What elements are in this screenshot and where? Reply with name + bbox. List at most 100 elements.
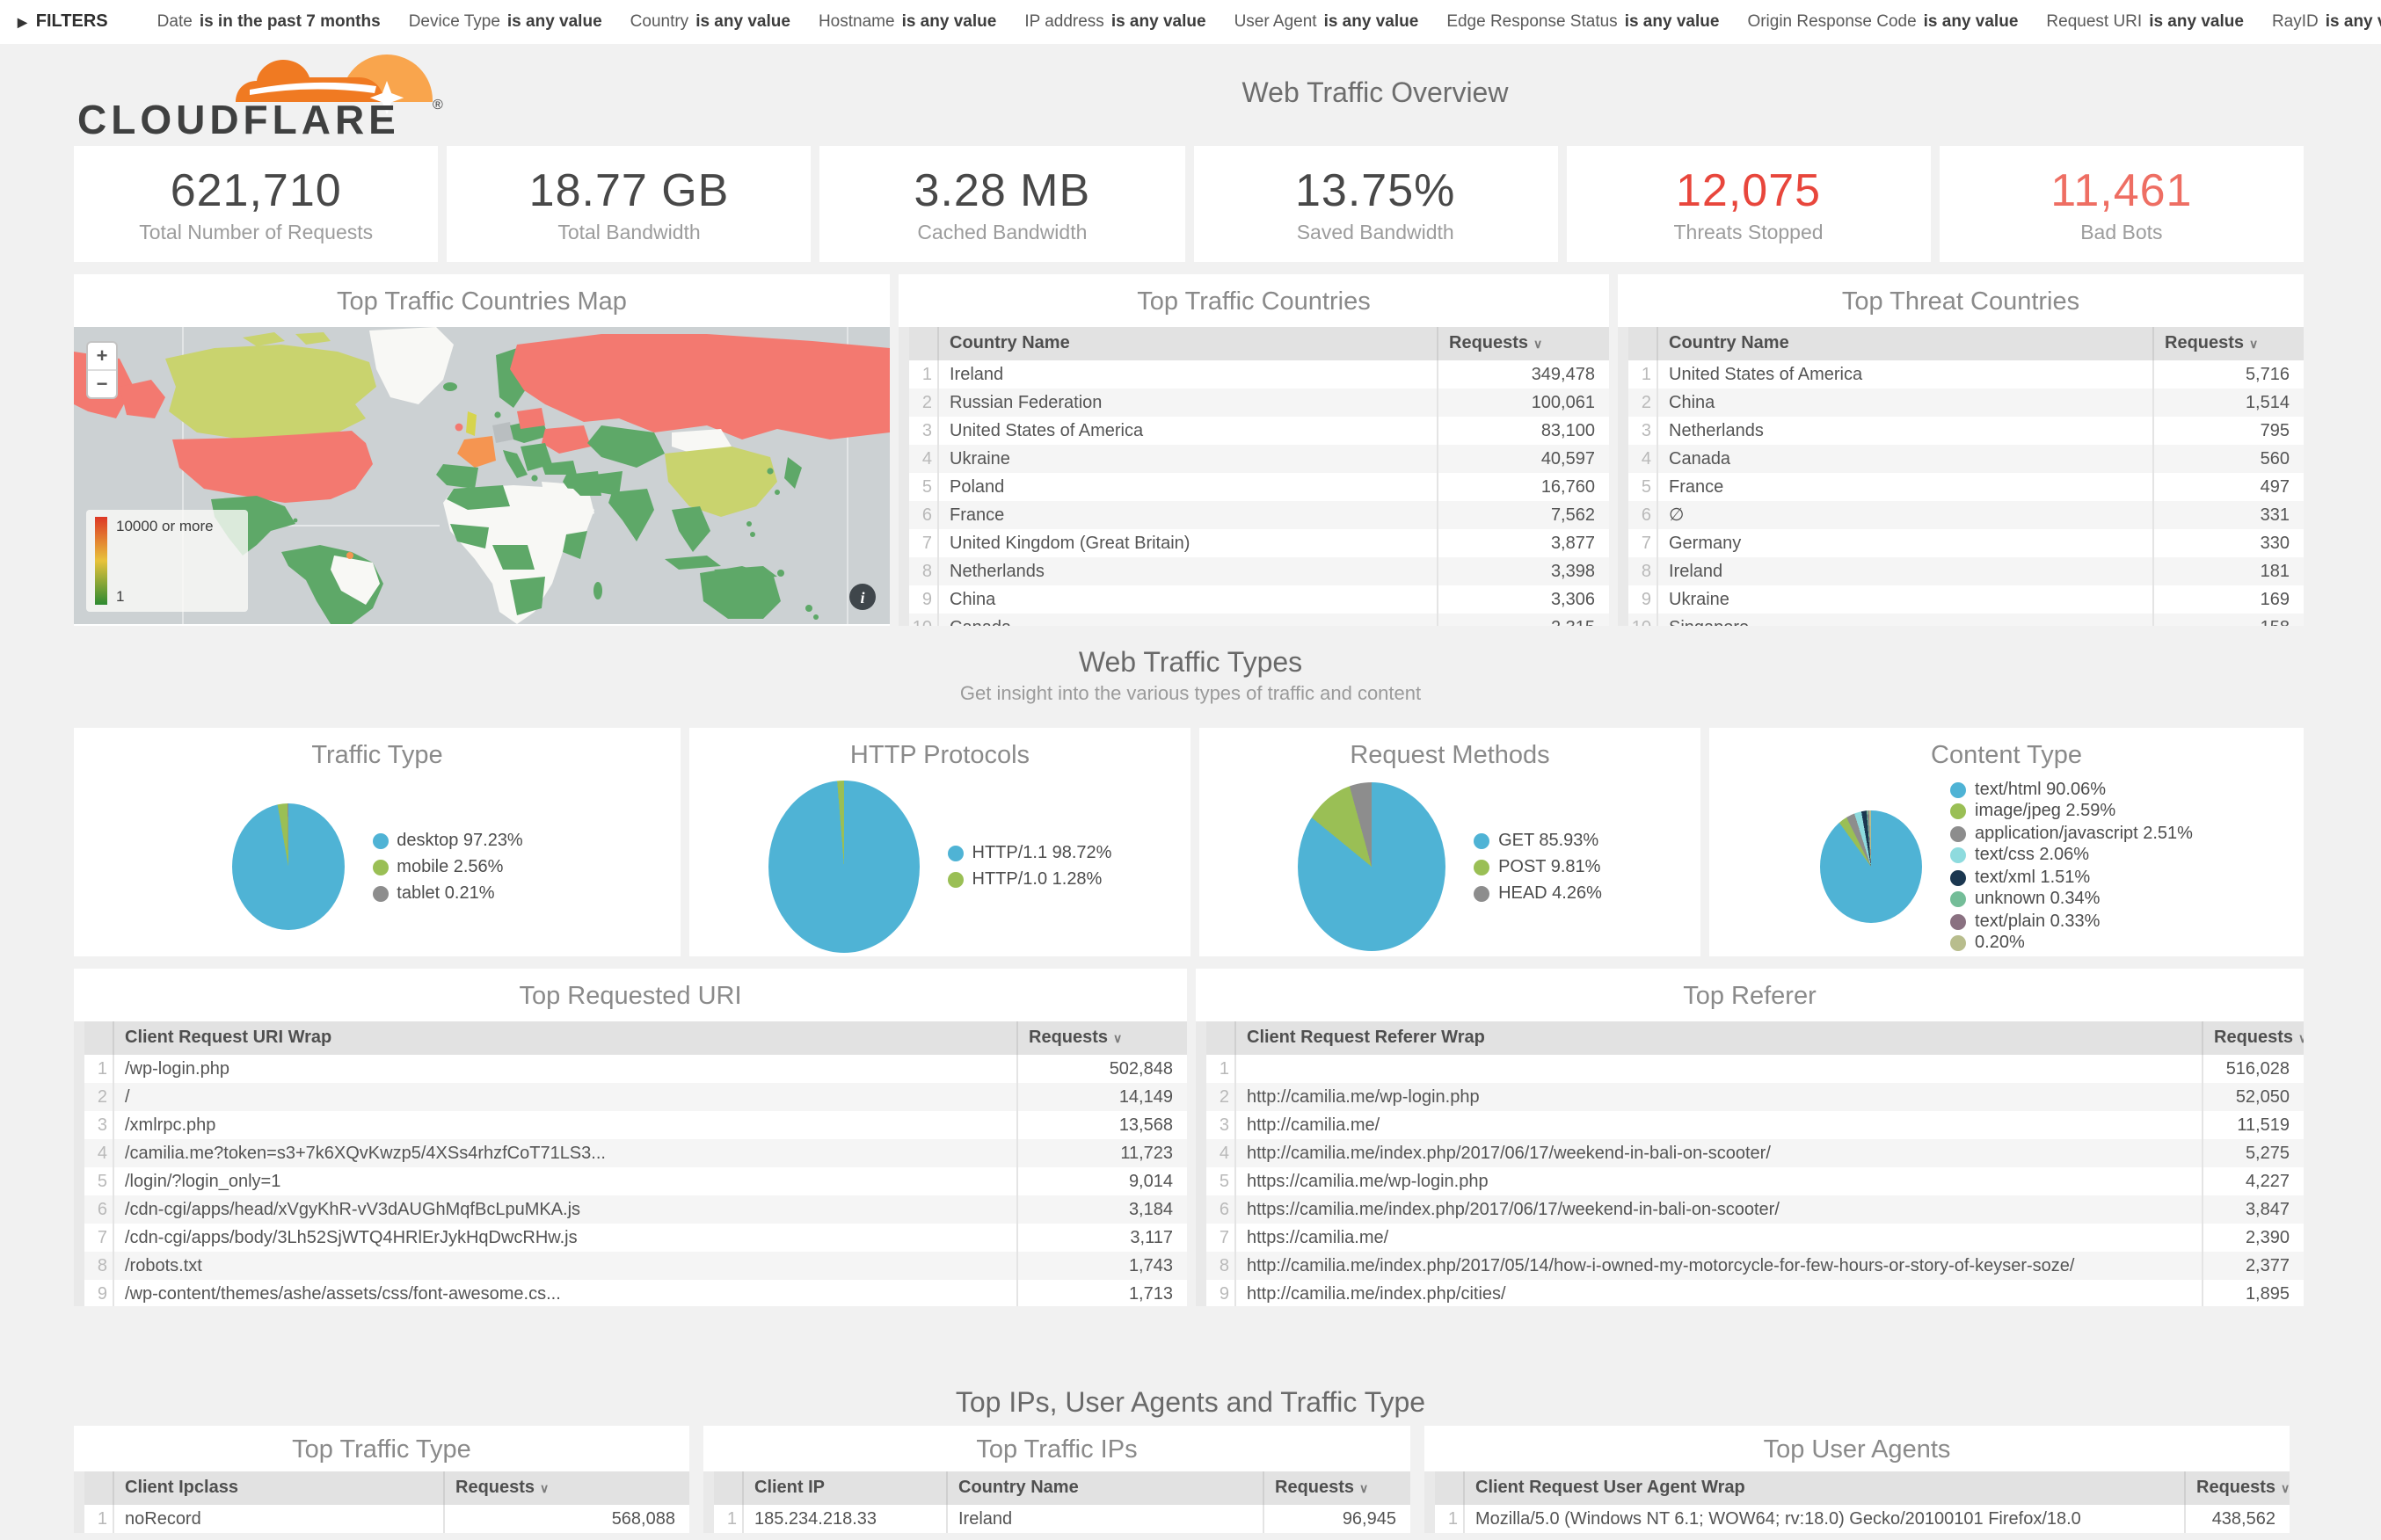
legend-item[interactable]: text/css 2.06% bbox=[1950, 846, 2193, 866]
table-row[interactable]: 4 Canada 560 bbox=[1628, 445, 2304, 473]
table-row[interactable]: 4 http://camilia.me/index.php/2017/06/17/… bbox=[1206, 1139, 2304, 1167]
table-row[interactable]: 5 Poland 16,760 bbox=[909, 473, 1609, 501]
column-header[interactable]: Client Request Referer Wrap bbox=[1234, 1021, 2202, 1055]
legend-dot-icon bbox=[1950, 869, 1967, 886]
filter-item[interactable]: Origin Response Code is any value bbox=[1747, 12, 2019, 32]
legend-item[interactable]: text/plain 0.33% bbox=[1950, 912, 2193, 932]
filters-toggle[interactable]: ▶ FILTERS bbox=[18, 12, 108, 32]
legend-item[interactable]: GET 85.93% bbox=[1474, 831, 1602, 850]
table-row[interactable]: 3 Netherlands 795 bbox=[1628, 417, 2304, 445]
table-row[interactable]: 8 Netherlands 3,398 bbox=[909, 557, 1609, 585]
table-row[interactable]: 8 Ireland 181 bbox=[1628, 557, 2304, 585]
table-row[interactable]: 2 http://camilia.me/wp-login.php 52,050 bbox=[1206, 1083, 2304, 1111]
filter-item[interactable]: Country is any value bbox=[630, 12, 790, 32]
table-row[interactable]: 6/cdn-cgi/apps/head/xVgyKhR-vV3dAUGhMqfB… bbox=[84, 1195, 1187, 1224]
column-header[interactable]: Requests∨ bbox=[1263, 1471, 1410, 1505]
column-header[interactable]: Client IP bbox=[742, 1471, 946, 1505]
filter-item[interactable]: Hostname is any value bbox=[818, 12, 997, 32]
row-value: http://camilia.me/index.php/cities/ bbox=[1234, 1280, 2202, 1306]
table-row[interactable]: 8 http://camilia.me/index.php/2017/05/14/… bbox=[1206, 1252, 2304, 1280]
column-header[interactable]: Client Request User Agent Wrap bbox=[1463, 1471, 2184, 1505]
top-requested-uri-panel: Top Requested URI Client Request URI Wra… bbox=[74, 969, 1187, 1306]
row-value: China bbox=[937, 585, 1437, 614]
table-row[interactable]: 1 noRecord 568,088 bbox=[84, 1505, 689, 1533]
table-row[interactable]: 6 France 7,562 bbox=[909, 501, 1609, 529]
request-methods-pie-chart[interactable] bbox=[1298, 782, 1446, 951]
table-row[interactable]: 9/wp-content/themes/ashe/assets/css/font… bbox=[84, 1280, 1187, 1306]
table-row[interactable]: 9 Ukraine 169 bbox=[1628, 585, 2304, 614]
legend-item[interactable]: unknown 0.34% bbox=[1950, 890, 2193, 910]
filter-item[interactable]: User Agent is any value bbox=[1234, 12, 1419, 32]
filter-item[interactable]: Date is in the past 7 months bbox=[157, 12, 381, 32]
table-row[interactable]: 1 185.234.218.33 Ireland 96,945 bbox=[714, 1505, 1410, 1533]
row-value: Ireland bbox=[946, 1505, 1263, 1533]
table-row[interactable]: 6 https://camilia.me/index.php/2017/06/17… bbox=[1206, 1195, 2304, 1224]
map-info-button[interactable]: i bbox=[849, 584, 876, 610]
column-header[interactable]: Requests∨ bbox=[2184, 1471, 2290, 1505]
http-protocols-pie-chart[interactable] bbox=[768, 781, 920, 953]
legend-item[interactable]: POST 9.81% bbox=[1474, 857, 1602, 876]
legend-item[interactable]: mobile 2.56% bbox=[372, 857, 522, 876]
table-row[interactable]: 3/xmlrpc.php 13,568 bbox=[84, 1111, 1187, 1139]
table-row[interactable]: 5/login/?login_only=1 9,014 bbox=[84, 1167, 1187, 1195]
table-row[interactable]: 9 http://camilia.me/index.php/cities/1,89… bbox=[1206, 1280, 2304, 1306]
legend-item[interactable]: desktop 97.23% bbox=[372, 831, 523, 850]
column-header[interactable]: Requests∨ bbox=[1016, 1021, 1187, 1055]
world-choropleth-map[interactable]: + − 10000 or more 1 i bbox=[74, 327, 890, 624]
legend-item[interactable]: tablet 0.21% bbox=[372, 883, 522, 903]
column-header[interactable]: Country Name bbox=[1657, 327, 2152, 360]
legend-item[interactable]: HTTP/1.0 1.28% bbox=[947, 870, 1112, 890]
column-header[interactable]: Requests∨ bbox=[443, 1471, 689, 1505]
row-value: United States of America bbox=[937, 417, 1437, 445]
table-row[interactable]: 4 Ukraine 40,597 bbox=[909, 445, 1609, 473]
column-header[interactable]: Country Name bbox=[937, 327, 1437, 360]
legend-item[interactable]: text/xml 1.51% bbox=[1950, 868, 2193, 888]
zoom-out-button[interactable]: − bbox=[88, 369, 116, 397]
table-row[interactable]: 1/wp-login.php 502,848 bbox=[84, 1055, 1187, 1083]
table-row[interactable]: 4/camilia.me?token=s3+7k6XQvKwzp5/4XSs4r… bbox=[84, 1139, 1187, 1167]
table-row[interactable]: 1 United States of America 5,716 bbox=[1628, 360, 2304, 389]
legend-item[interactable]: application/javascript 2.51% bbox=[1950, 824, 2193, 844]
table-row[interactable]: 2 Russian Federation 100,061 bbox=[909, 389, 1609, 417]
table-row[interactable]: 2 /14,149 bbox=[84, 1083, 1187, 1111]
top-threat-countries-table: Country Name Requests ∨ 1 United States of A… bbox=[1618, 327, 2304, 626]
table-row[interactable]: 9 China 3,306 bbox=[909, 585, 1609, 614]
table-row[interactable]: 5 France 497 bbox=[1628, 473, 2304, 501]
zoom-in-button[interactable]: + bbox=[96, 345, 108, 367]
traffic-type-pie-chart[interactable] bbox=[231, 803, 345, 930]
legend-item[interactable]: text/html 90.06% bbox=[1950, 781, 2193, 800]
table-row[interactable]: 7 https://camilia.me/2,390 bbox=[1206, 1224, 2304, 1252]
table-row[interactable]: 6 ∅ 331 bbox=[1628, 501, 2304, 529]
table-row[interactable]: 5 https://camilia.me/wp-login.php 4,227 bbox=[1206, 1167, 2304, 1195]
column-header[interactable]: Requests∨ bbox=[1437, 327, 1609, 360]
content-type-pie-chart[interactable] bbox=[1820, 810, 1923, 923]
legend-item[interactable]: 0.20% bbox=[1950, 934, 2193, 954]
table-row[interactable]: 3 United States of America 83,100 bbox=[909, 417, 1609, 445]
column-header[interactable]: Requests∨ bbox=[2202, 1021, 2304, 1055]
table-row[interactable]: 7 Germany 330 bbox=[1628, 529, 2304, 557]
table-row[interactable]: 3 http://camilia.me/11,519 bbox=[1206, 1111, 2304, 1139]
table-row[interactable]: 1 Mozilla/5.0 (Windows NT 6.1; WOW64; rv:… bbox=[1435, 1505, 2290, 1533]
table-row[interactable]: 2 China 1,514 bbox=[1628, 389, 2304, 417]
column-header[interactable]: Client Ipclass bbox=[113, 1471, 443, 1505]
filter-item[interactable]: IP address is any value bbox=[1024, 12, 1206, 32]
column-header[interactable]: Requests∨ bbox=[2152, 327, 2304, 360]
row-rank: 8 bbox=[1219, 1256, 1229, 1275]
filter-item[interactable]: Device Type is any value bbox=[408, 12, 602, 32]
legend-item[interactable]: HEAD 4.26% bbox=[1474, 883, 1602, 903]
column-header[interactable]: Client Request URI Wrap bbox=[113, 1021, 1016, 1055]
table-row[interactable]: 10Canada2,315 bbox=[909, 614, 1609, 626]
rank-column-header bbox=[714, 1471, 742, 1505]
table-row[interactable]: 8/robots.txt 1,743 bbox=[84, 1252, 1187, 1280]
table-row[interactable]: 1 Ireland 349,478 bbox=[909, 360, 1609, 389]
table-row[interactable]: 7 United Kingdom (Great Britain) 3,877 bbox=[909, 529, 1609, 557]
table-row[interactable]: 1 516,028 bbox=[1206, 1055, 2304, 1083]
filter-item[interactable]: Edge Response Status is any value bbox=[1446, 12, 1720, 32]
table-row[interactable]: 7/cdn-cgi/apps/body/3Lh52SjWTQ4HRlErJykH… bbox=[84, 1224, 1187, 1252]
filter-item[interactable]: Request URI is any value bbox=[2046, 12, 2244, 32]
column-header[interactable]: Country Name bbox=[946, 1471, 1263, 1505]
table-row[interactable]: 10Singapore158 bbox=[1628, 614, 2304, 626]
legend-item[interactable]: image/jpeg 2.59% bbox=[1950, 803, 2193, 822]
legend-item[interactable]: HTTP/1.1 98.72% bbox=[947, 844, 1111, 863]
